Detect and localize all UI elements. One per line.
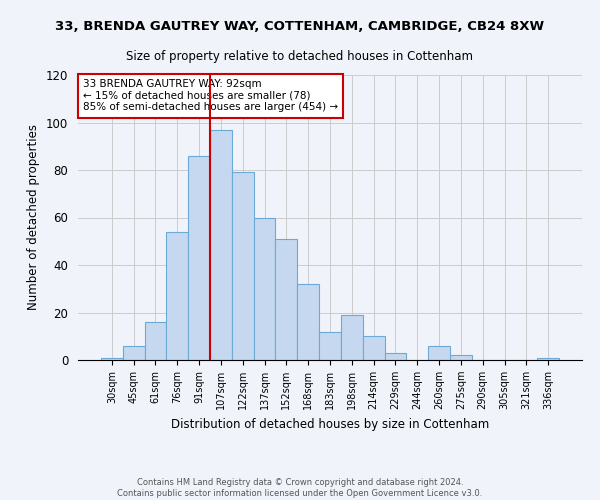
Text: Contains HM Land Registry data © Crown copyright and database right 2024.
Contai: Contains HM Land Registry data © Crown c… [118,478,482,498]
Bar [166,232,188,360]
Bar [232,172,254,360]
Bar [537,358,559,360]
Bar [123,346,145,360]
Bar [210,130,232,360]
Bar [275,239,297,360]
Bar [319,332,341,360]
Bar [341,315,363,360]
Y-axis label: Number of detached properties: Number of detached properties [28,124,40,310]
X-axis label: Distribution of detached houses by size in Cottenham: Distribution of detached houses by size … [171,418,489,430]
Text: Size of property relative to detached houses in Cottenham: Size of property relative to detached ho… [127,50,473,63]
Bar [385,353,406,360]
Bar [450,355,472,360]
Bar [428,346,450,360]
Bar [254,218,275,360]
Bar [363,336,385,360]
Text: 33, BRENDA GAUTREY WAY, COTTENHAM, CAMBRIDGE, CB24 8XW: 33, BRENDA GAUTREY WAY, COTTENHAM, CAMBR… [55,20,545,33]
Bar [297,284,319,360]
Bar [145,322,166,360]
Text: 33 BRENDA GAUTREY WAY: 92sqm
← 15% of detached houses are smaller (78)
85% of se: 33 BRENDA GAUTREY WAY: 92sqm ← 15% of de… [83,80,338,112]
Bar [188,156,210,360]
Bar [101,358,123,360]
